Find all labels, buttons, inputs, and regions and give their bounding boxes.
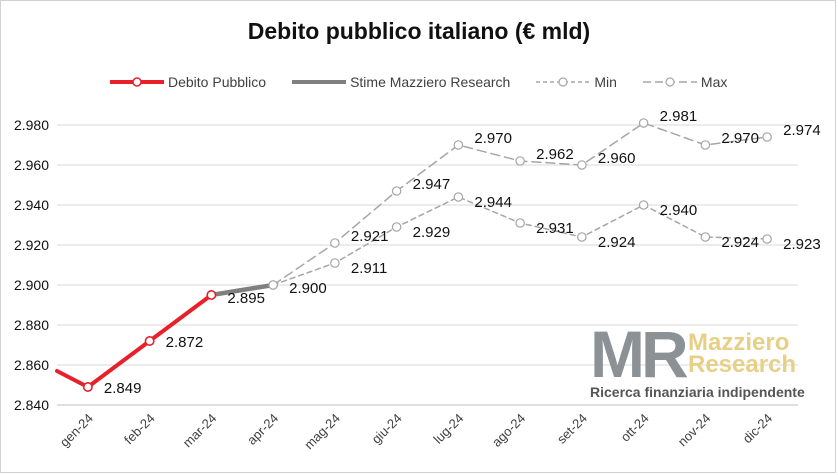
legend-label-stime: Stime Mazziero Research bbox=[350, 74, 511, 90]
data-label: 2.970 bbox=[474, 130, 512, 147]
x-tick-label: ott-24 bbox=[618, 411, 652, 445]
data-label: 2.944 bbox=[474, 194, 512, 211]
legend-item-stime: Stime Mazziero Research bbox=[292, 74, 510, 90]
x-tick-label: lug-24 bbox=[430, 411, 466, 447]
data-label: 2.849 bbox=[104, 380, 142, 397]
data-label: 2.924 bbox=[721, 234, 759, 251]
logo-name: Mazziero Research bbox=[688, 329, 797, 378]
x-tick-label: nov-24 bbox=[675, 411, 714, 450]
logo-name-line2: Research bbox=[688, 351, 797, 378]
y-tick-label: 2.940 bbox=[14, 197, 49, 213]
y-tick-label: 2.960 bbox=[14, 157, 49, 173]
data-point bbox=[515, 218, 525, 228]
data-label: 2.929 bbox=[413, 224, 451, 241]
x-axis: gen-24 feb-24 mar-24 apr-24 mag-24 giu-24 lug-… bbox=[57, 404, 798, 453]
data-label: 2.895 bbox=[227, 290, 265, 307]
data-point bbox=[330, 258, 340, 268]
x-tick-label: dic-24 bbox=[740, 411, 776, 447]
legend-item-debito: Debito Pubblico bbox=[110, 74, 266, 90]
logo-mark: MR bbox=[590, 317, 689, 391]
data-point bbox=[700, 140, 711, 150]
data-label: 2.924 bbox=[598, 234, 636, 251]
data-label: 2.974 bbox=[783, 122, 821, 139]
x-tick-label: mag-24 bbox=[301, 411, 343, 453]
data-label: 2.947 bbox=[413, 176, 451, 193]
series-line bbox=[209, 282, 276, 298]
data-point bbox=[82, 381, 93, 392]
legend-marker-min bbox=[536, 77, 591, 87]
mazziero-logo: MR Mazziero Research Ricerca finanziaria… bbox=[590, 317, 810, 402]
data-point bbox=[453, 192, 464, 202]
x-tick-label: feb-24 bbox=[121, 411, 158, 448]
data-point bbox=[391, 186, 402, 196]
data-label: 2.921 bbox=[351, 228, 389, 245]
y-tick-label: 2.860 bbox=[14, 357, 49, 373]
y-tick-label: 2.920 bbox=[14, 237, 49, 253]
data-point bbox=[206, 289, 217, 300]
x-tick-label: mar-24 bbox=[180, 411, 220, 451]
y-tick-label: 2.880 bbox=[14, 317, 49, 333]
data-point bbox=[577, 232, 587, 242]
legend-label-min: Min bbox=[594, 74, 617, 90]
legend-label-debito: Debito Pubblico bbox=[168, 74, 267, 90]
y-tick-label: 2.900 bbox=[14, 277, 49, 293]
x-tick-label: apr-24 bbox=[244, 411, 281, 448]
data-point bbox=[638, 200, 649, 210]
legend-item-min: Min bbox=[536, 74, 617, 90]
data-label: 2.981 bbox=[660, 108, 698, 125]
data-point bbox=[515, 156, 525, 166]
data-point bbox=[144, 335, 155, 346]
data-label: 2.923 bbox=[783, 236, 821, 253]
data-label: 2.931 bbox=[536, 220, 574, 237]
data-point bbox=[762, 234, 772, 244]
legend-marker-stime bbox=[292, 80, 347, 84]
data-label: 2.872 bbox=[166, 334, 204, 351]
data-label: 2.970 bbox=[721, 130, 759, 147]
series-line bbox=[55, 293, 214, 389]
x-tick-label: ago-24 bbox=[489, 411, 528, 450]
chart-title: Debito pubblico italiano (€ mld) bbox=[247, 18, 591, 44]
data-point bbox=[700, 232, 711, 242]
x-tick-label: giu-24 bbox=[369, 411, 405, 447]
y-axis: 2.840 2.860 2.880 2.900 2.920 2.940 2.960 2.980 bbox=[14, 117, 49, 413]
logo-tagline: Ricerca finanziaria indipendente bbox=[590, 384, 805, 400]
data-label: 2.900 bbox=[289, 280, 327, 297]
legend-marker-debito bbox=[110, 77, 164, 87]
legend-marker-max bbox=[642, 77, 697, 87]
data-label: 2.960 bbox=[598, 150, 636, 167]
data-point bbox=[391, 222, 402, 232]
legend-label-max: Max bbox=[700, 74, 728, 90]
data-labels: 2.849 2.872 2.895 2.900 2.911 2.929 2.944 2.931… bbox=[104, 108, 821, 397]
data-point bbox=[268, 280, 278, 290]
data-point bbox=[638, 118, 649, 128]
data-label: 2.911 bbox=[351, 260, 387, 277]
data-point bbox=[453, 140, 464, 150]
data-label: 2.962 bbox=[536, 146, 574, 163]
data-point bbox=[577, 160, 587, 170]
y-tick-label: 2.840 bbox=[14, 397, 49, 413]
chart-legend: Debito Pubblico Stime Mazziero Research … bbox=[110, 72, 753, 92]
y-tick-label: 2.980 bbox=[14, 117, 49, 133]
data-point bbox=[330, 238, 340, 248]
series-points bbox=[82, 118, 772, 392]
data-label: 2.940 bbox=[660, 202, 698, 219]
logo-name-line1: Mazziero bbox=[688, 329, 790, 356]
x-tick-label: gen-24 bbox=[57, 411, 96, 450]
legend-item-max: Max bbox=[642, 74, 728, 90]
data-point bbox=[762, 132, 772, 142]
x-tick-label: set-24 bbox=[554, 411, 590, 447]
